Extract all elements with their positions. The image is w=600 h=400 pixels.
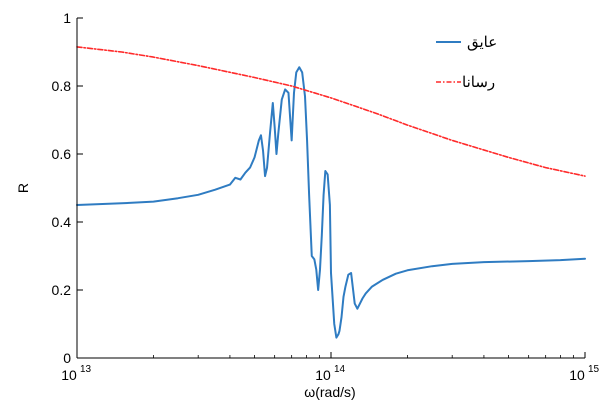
y-tick-label: 0.4	[52, 214, 72, 230]
legend-label-insulator: عایق	[467, 33, 497, 51]
x-tick-label: 10	[315, 367, 331, 383]
y-axis-label: R	[15, 183, 31, 193]
y-tick-label: 1	[63, 10, 71, 26]
x-tick-label: 10	[61, 367, 77, 383]
x-axis-label: ω(rad/s)	[304, 384, 355, 400]
x-tick-exponent: 13	[80, 364, 92, 375]
x-tick-exponent: 15	[588, 364, 600, 375]
series-line-conductor	[76, 46, 586, 177]
legend: عایق رسانا	[436, 33, 497, 91]
y-tick-label: 0.2	[52, 282, 72, 298]
series-layer	[76, 46, 586, 339]
x-tick-exponent: 14	[334, 364, 346, 375]
series-line-insulator	[76, 66, 586, 339]
y-tick-label: 0.6	[52, 146, 72, 162]
y-tick-label: 0.8	[52, 78, 72, 94]
axes-layer	[76, 18, 585, 359]
legend-label-conductor: رسانا	[462, 73, 495, 91]
x-tick-label: 10	[569, 367, 585, 383]
y-tick-label: 0	[63, 350, 71, 366]
